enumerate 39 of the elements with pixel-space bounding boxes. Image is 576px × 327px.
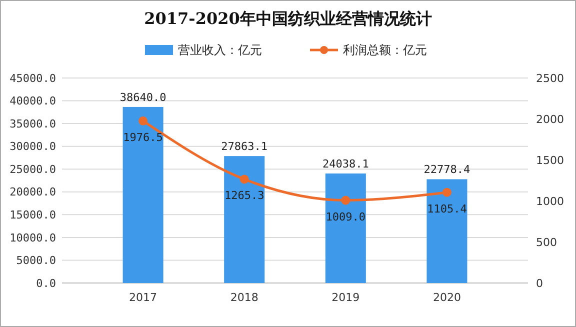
x-tick-label: 2017 [129, 291, 158, 304]
y2-tick-label: 0 [536, 276, 543, 290]
y2-tick-label: 2000 [536, 112, 564, 126]
bar [224, 156, 265, 283]
x-tick-label: 2020 [432, 291, 461, 304]
y-tick-label: 0.0 [36, 276, 56, 290]
data-label: 27863.1 [221, 140, 268, 154]
bar [122, 106, 164, 283]
point [341, 196, 350, 205]
y-tick-label: 10000.0 [10, 231, 56, 244]
data-label: 1976.5 [123, 130, 163, 144]
data-label: 22778.4 [424, 163, 471, 176]
y-tick-label: 5000.0 [16, 254, 56, 268]
data-label: 38640.0 [120, 90, 166, 104]
y-tick-label: 45000.0 [10, 72, 56, 85]
data-label: 1265.3 [224, 189, 264, 202]
y2-tick-label: 1000 [536, 194, 564, 208]
data-label: 24038.1 [322, 157, 369, 170]
x-tick-label: 2018 [230, 291, 258, 304]
point [240, 174, 249, 184]
y-tick-label: 30000.0 [10, 140, 56, 154]
y-tick-label: 35000.0 [10, 117, 56, 130]
point [442, 188, 452, 197]
y2-tick-label: 1500 [536, 154, 564, 167]
y2-tick-label: 500 [536, 236, 557, 249]
y-tick-label: 40000.0 [10, 94, 56, 108]
y-tick-label: 20000.0 [10, 186, 56, 199]
y-tick-label: 15000.0 [10, 208, 56, 222]
legend-label: 利润总额：亿元 [343, 43, 427, 58]
x-tick-label: 2019 [332, 291, 360, 304]
data-label: 1105.4 [427, 202, 468, 216]
y-tick-label: 25000.0 [10, 162, 56, 176]
point [138, 116, 148, 126]
y2-tick-label: 2500 [536, 72, 564, 85]
data-label: 1009.0 [326, 210, 366, 224]
legend-label: 营业收入：亿元 [178, 43, 262, 58]
chart-title: 2017-2020年中国纺织业经营情况统计 [144, 9, 432, 28]
bar [426, 179, 468, 283]
bar [325, 173, 366, 283]
